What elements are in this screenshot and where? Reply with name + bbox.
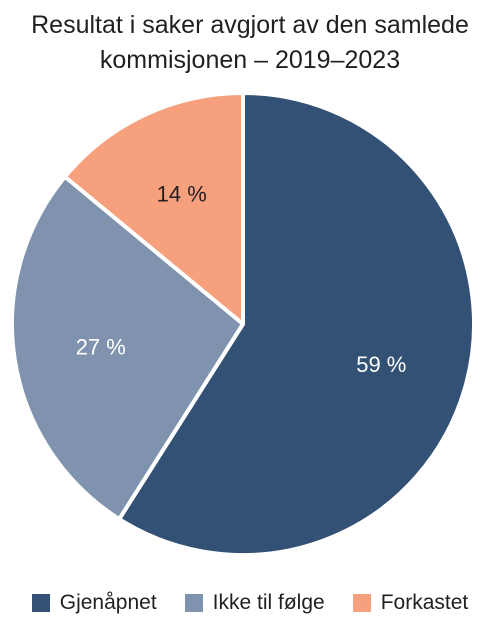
legend-label-ikke-til-folge: Ikke til følge [212,591,325,614]
legend-swatch-ikke-til-folge [184,594,203,612]
legend-swatch-forkastet [352,594,371,612]
legend-label-gjenapnet: Gjenåpnet [59,591,157,614]
chart-title: Resultat i saker avgjort av den samlede … [0,8,500,78]
legend-label-forkastet: Forkastet [380,591,469,614]
data-label-gjenapnet: 59 % [356,352,406,377]
legend-item-forkastet: Forkastet [352,591,469,615]
pie-slice-ikke-til-folge [10,174,245,522]
data-label-forkastet: 14 % [157,182,207,207]
chart-title-line-1: Resultat i saker avgjort av den samlede [31,11,469,39]
data-label-ikke-til-folge: 27 % [76,335,126,360]
legend-item-gjenapnet: Gjenåpnet [31,591,157,615]
legend-swatch-gjenapnet [31,594,50,612]
pie-slice-forkastet [63,91,245,326]
chart-title-line-2: kommisjonen – 2019–2023 [99,46,401,74]
legend: Gjenåpnet Ikke til følge Forkastet [0,588,500,618]
legend-item-ikke-til-folge: Ikke til følge [184,591,325,615]
pie-slice-gjenapnet [117,91,476,557]
